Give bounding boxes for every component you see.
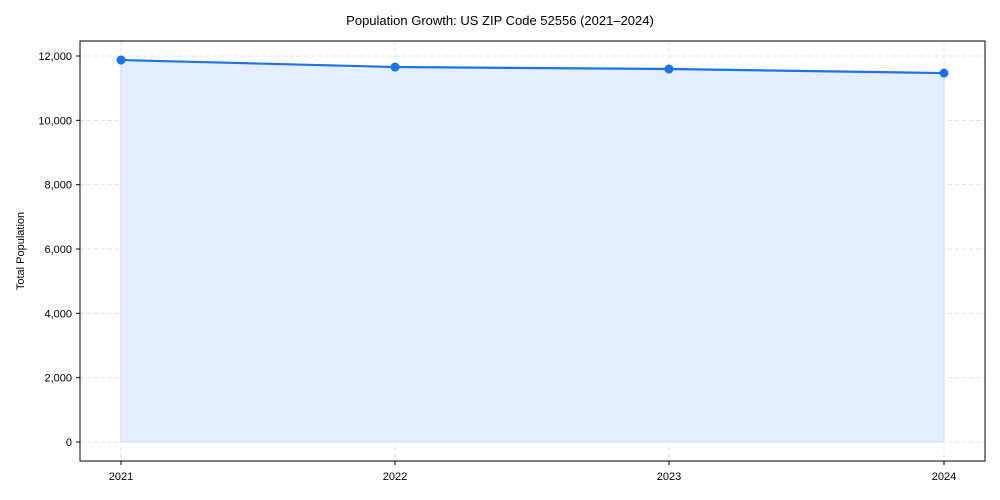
plot-frame (79, 40, 986, 462)
data-point[interactable] (116, 55, 126, 65)
y-axis-label: Total Population (15, 212, 27, 290)
y-tick-label: 6,000 (44, 244, 72, 256)
data-point[interactable] (939, 68, 949, 78)
data-point[interactable] (664, 64, 674, 74)
data-point[interactable] (390, 62, 400, 72)
x-tick-label: 2024 (932, 471, 956, 483)
y-tick-label: 2,000 (44, 373, 72, 385)
y-tick-label: 8,000 (44, 180, 72, 192)
y-tick-label: 0 (66, 437, 72, 449)
y-tick-label: 10,000 (38, 115, 72, 127)
chart-title: Population Growth: US ZIP Code 52556 (20… (346, 13, 654, 28)
x-tick-label: 2021 (109, 471, 133, 483)
y-tick-label: 4,000 (44, 308, 72, 320)
area-fill (120, 59, 945, 443)
x-tick-label: 2022 (383, 471, 407, 483)
y-tick-label: 12,000 (38, 51, 72, 63)
x-tick-label: 2023 (657, 471, 681, 483)
population-line (120, 58, 945, 75)
